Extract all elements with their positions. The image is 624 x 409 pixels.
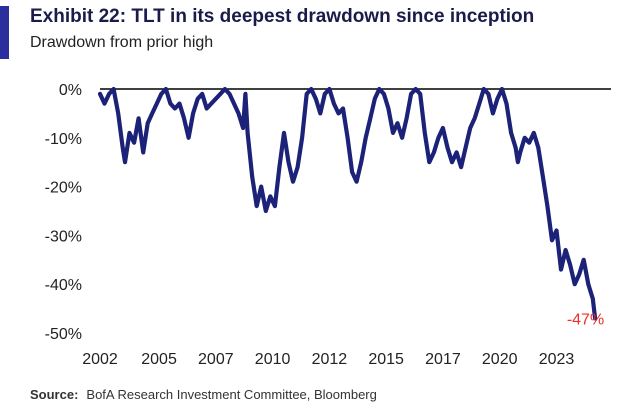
chart-subtitle: Drawdown from prior high: [30, 34, 214, 51]
title-accent-bar: [0, 6, 9, 59]
y-tick-label: -30%: [45, 228, 82, 245]
x-tick-label: 2020: [482, 351, 518, 368]
x-axis: 2002 2005 2007 2010 2012 2015 2017 2020 2023: [82, 351, 574, 368]
source-note: Source: BofA Research Investment Committe…: [30, 387, 377, 402]
x-tick-label: 2002: [82, 351, 118, 368]
y-tick-label: -20%: [45, 180, 82, 197]
drawdown-chart: 0%-10%-20%-30%-40%-50% 2002 2005 2007 2010 2…: [45, 82, 611, 368]
y-tick-label: -40%: [45, 277, 82, 294]
y-tick-label: -10%: [45, 131, 82, 148]
y-axis: 0% -10% -20% -30% -40% -50%: [45, 82, 82, 343]
x-tick-label: 2010: [255, 351, 291, 368]
y-tick-label: -50%: [45, 326, 82, 343]
end-value-annotation: -47%: [567, 311, 604, 328]
x-tick-label: 2012: [312, 351, 348, 368]
source-label: Source:: [30, 387, 79, 402]
drawdown-series-line: [97, 86, 598, 321]
annotations: -47%: [567, 311, 604, 328]
series-group: [97, 86, 598, 321]
x-tick-label: 2017: [425, 351, 461, 368]
x-tick-label: 2023: [539, 351, 575, 368]
source-text: BofA Research Investment Committee, Bloo…: [86, 387, 377, 402]
exhibit-title: Exhibit 22: TLT in its deepest drawdown …: [30, 6, 535, 27]
y-tick-label: 0%: [59, 82, 82, 99]
x-tick-label: 2007: [198, 351, 234, 368]
x-tick-label: 2005: [141, 351, 177, 368]
x-tick-label: 2015: [368, 351, 404, 368]
